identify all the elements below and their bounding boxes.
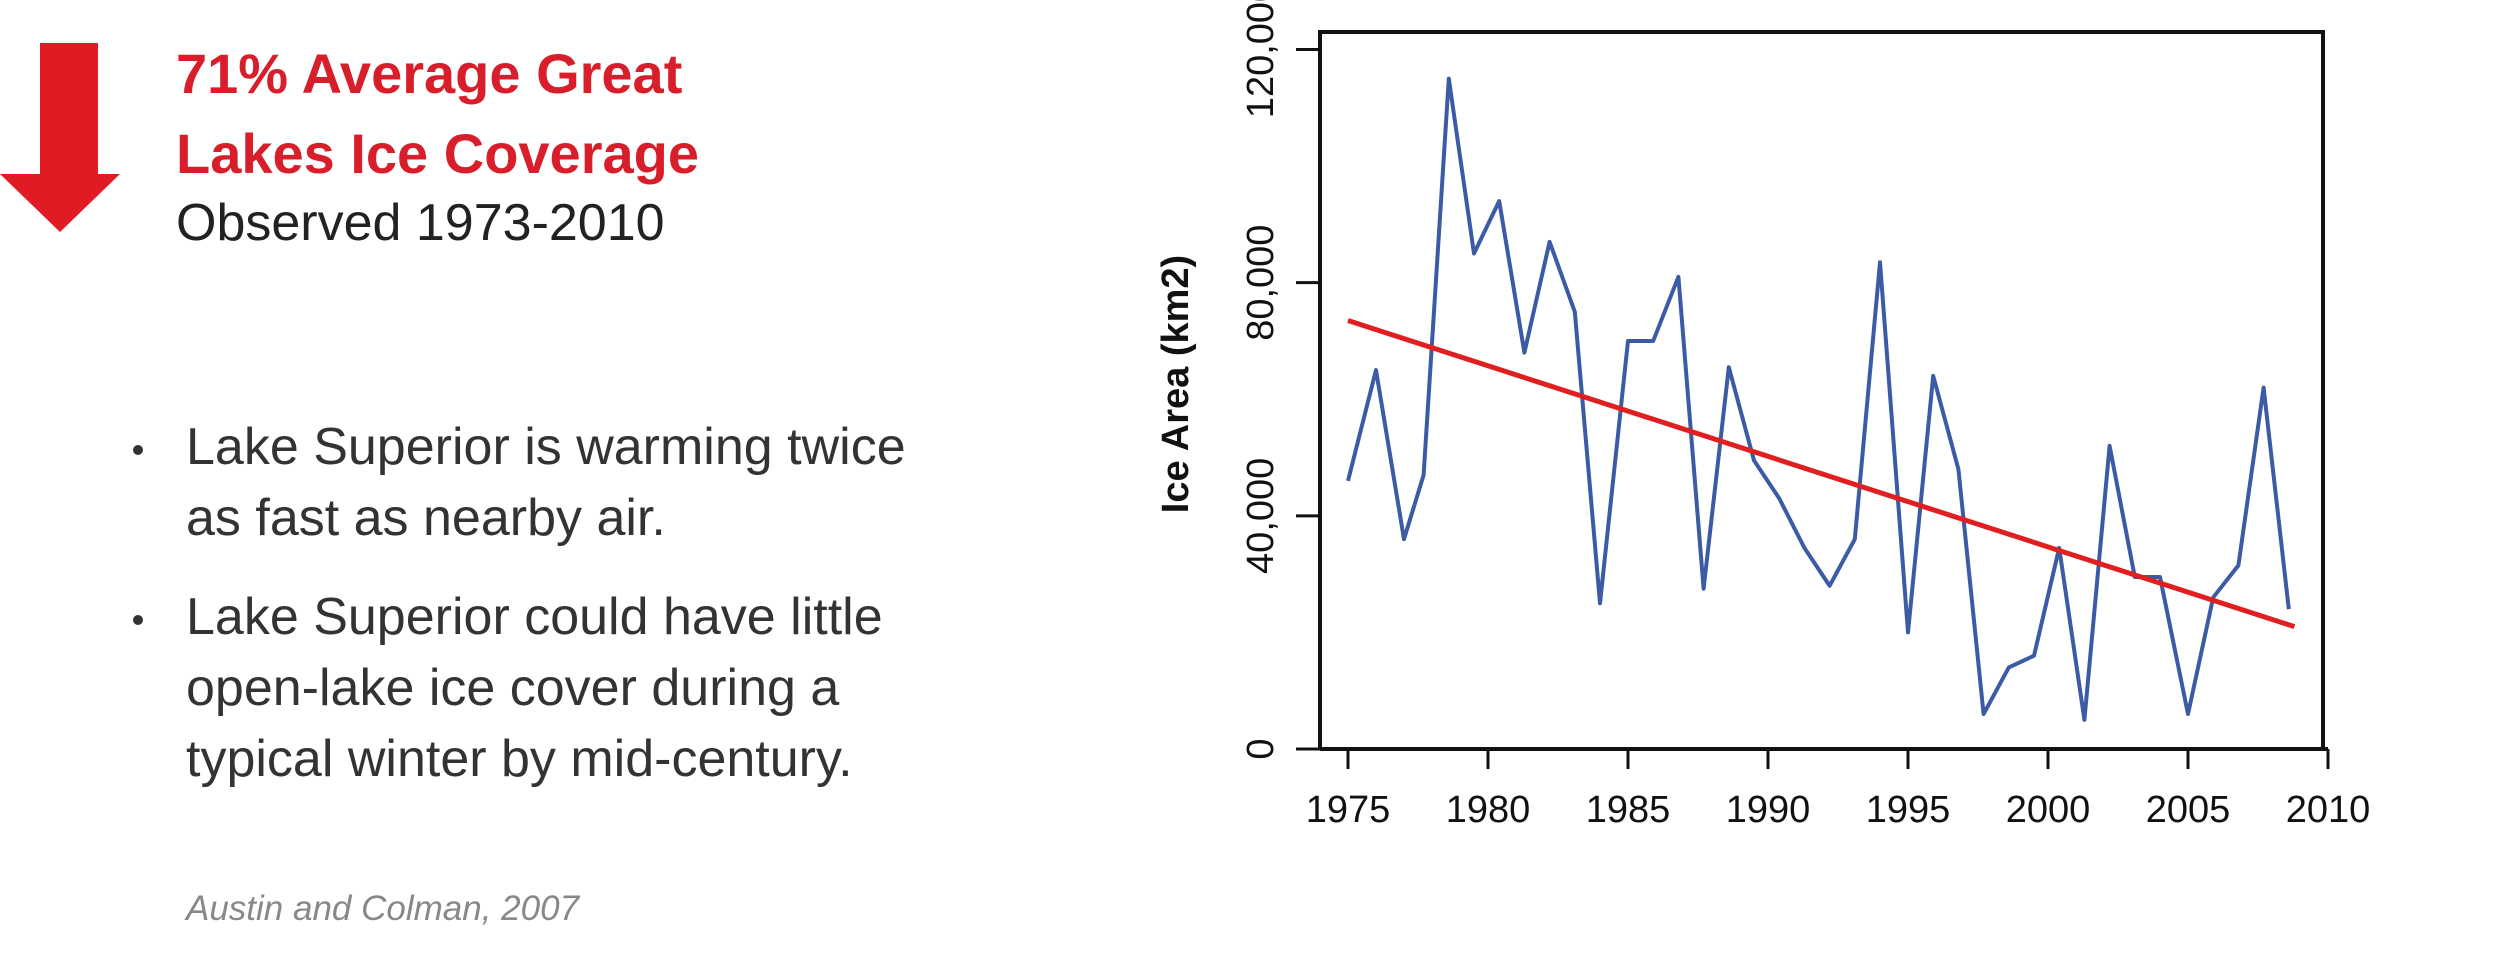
y-axis-label: Ice Area (km2): [1155, 255, 1197, 513]
bullet-list: Lake Superior is warming twice as fast as…: [133, 418, 906, 788]
bullet-text: as fast as nearby air.: [186, 489, 666, 547]
bullet-text: typical winter by mid-century.: [186, 730, 853, 788]
down-arrow: [0, 43, 120, 232]
y-tick-label: 80,000: [1240, 225, 1282, 341]
frame: [1318, 30, 2325, 749]
data-line: [1346, 76, 2291, 722]
y-tick-label: 0: [1240, 738, 1282, 759]
chart: 0 40,000 80,000 120,000 1975 1980 1985 1990 1995…: [1155, 0, 2370, 831]
bullet-text: Lake Superior is warming twice: [186, 418, 906, 476]
x-tick-label: 1980: [1446, 789, 1531, 831]
bullet-dot: [133, 445, 143, 455]
source: Austin and Colman, 2007: [184, 889, 581, 928]
x-tick-label: 1985: [1586, 789, 1671, 831]
trend-line: [1347, 318, 2296, 629]
bullet-dot: [133, 615, 143, 625]
bullet-text: open-lake ice cover during a: [186, 659, 839, 717]
y-tick-label: 40,000: [1240, 458, 1282, 574]
x-tick-label: 2000: [2006, 789, 2091, 831]
subtitle: Observed 1973-2010: [176, 194, 665, 252]
x-tick-label: 1975: [1306, 789, 1391, 831]
x-tick-label: 2010: [2286, 789, 2371, 831]
title-line: Lakes Ice Coverage: [176, 122, 699, 185]
x-tick-label: 1990: [1726, 789, 1811, 831]
title-line: 71% Average Great: [176, 42, 682, 105]
x-tick-label: 1995: [1866, 789, 1951, 831]
bullet-text: Lake Superior could have little: [186, 588, 883, 646]
x-tick-label: 2005: [2146, 789, 2231, 831]
y-tick-label: 120,000: [1240, 0, 1282, 118]
